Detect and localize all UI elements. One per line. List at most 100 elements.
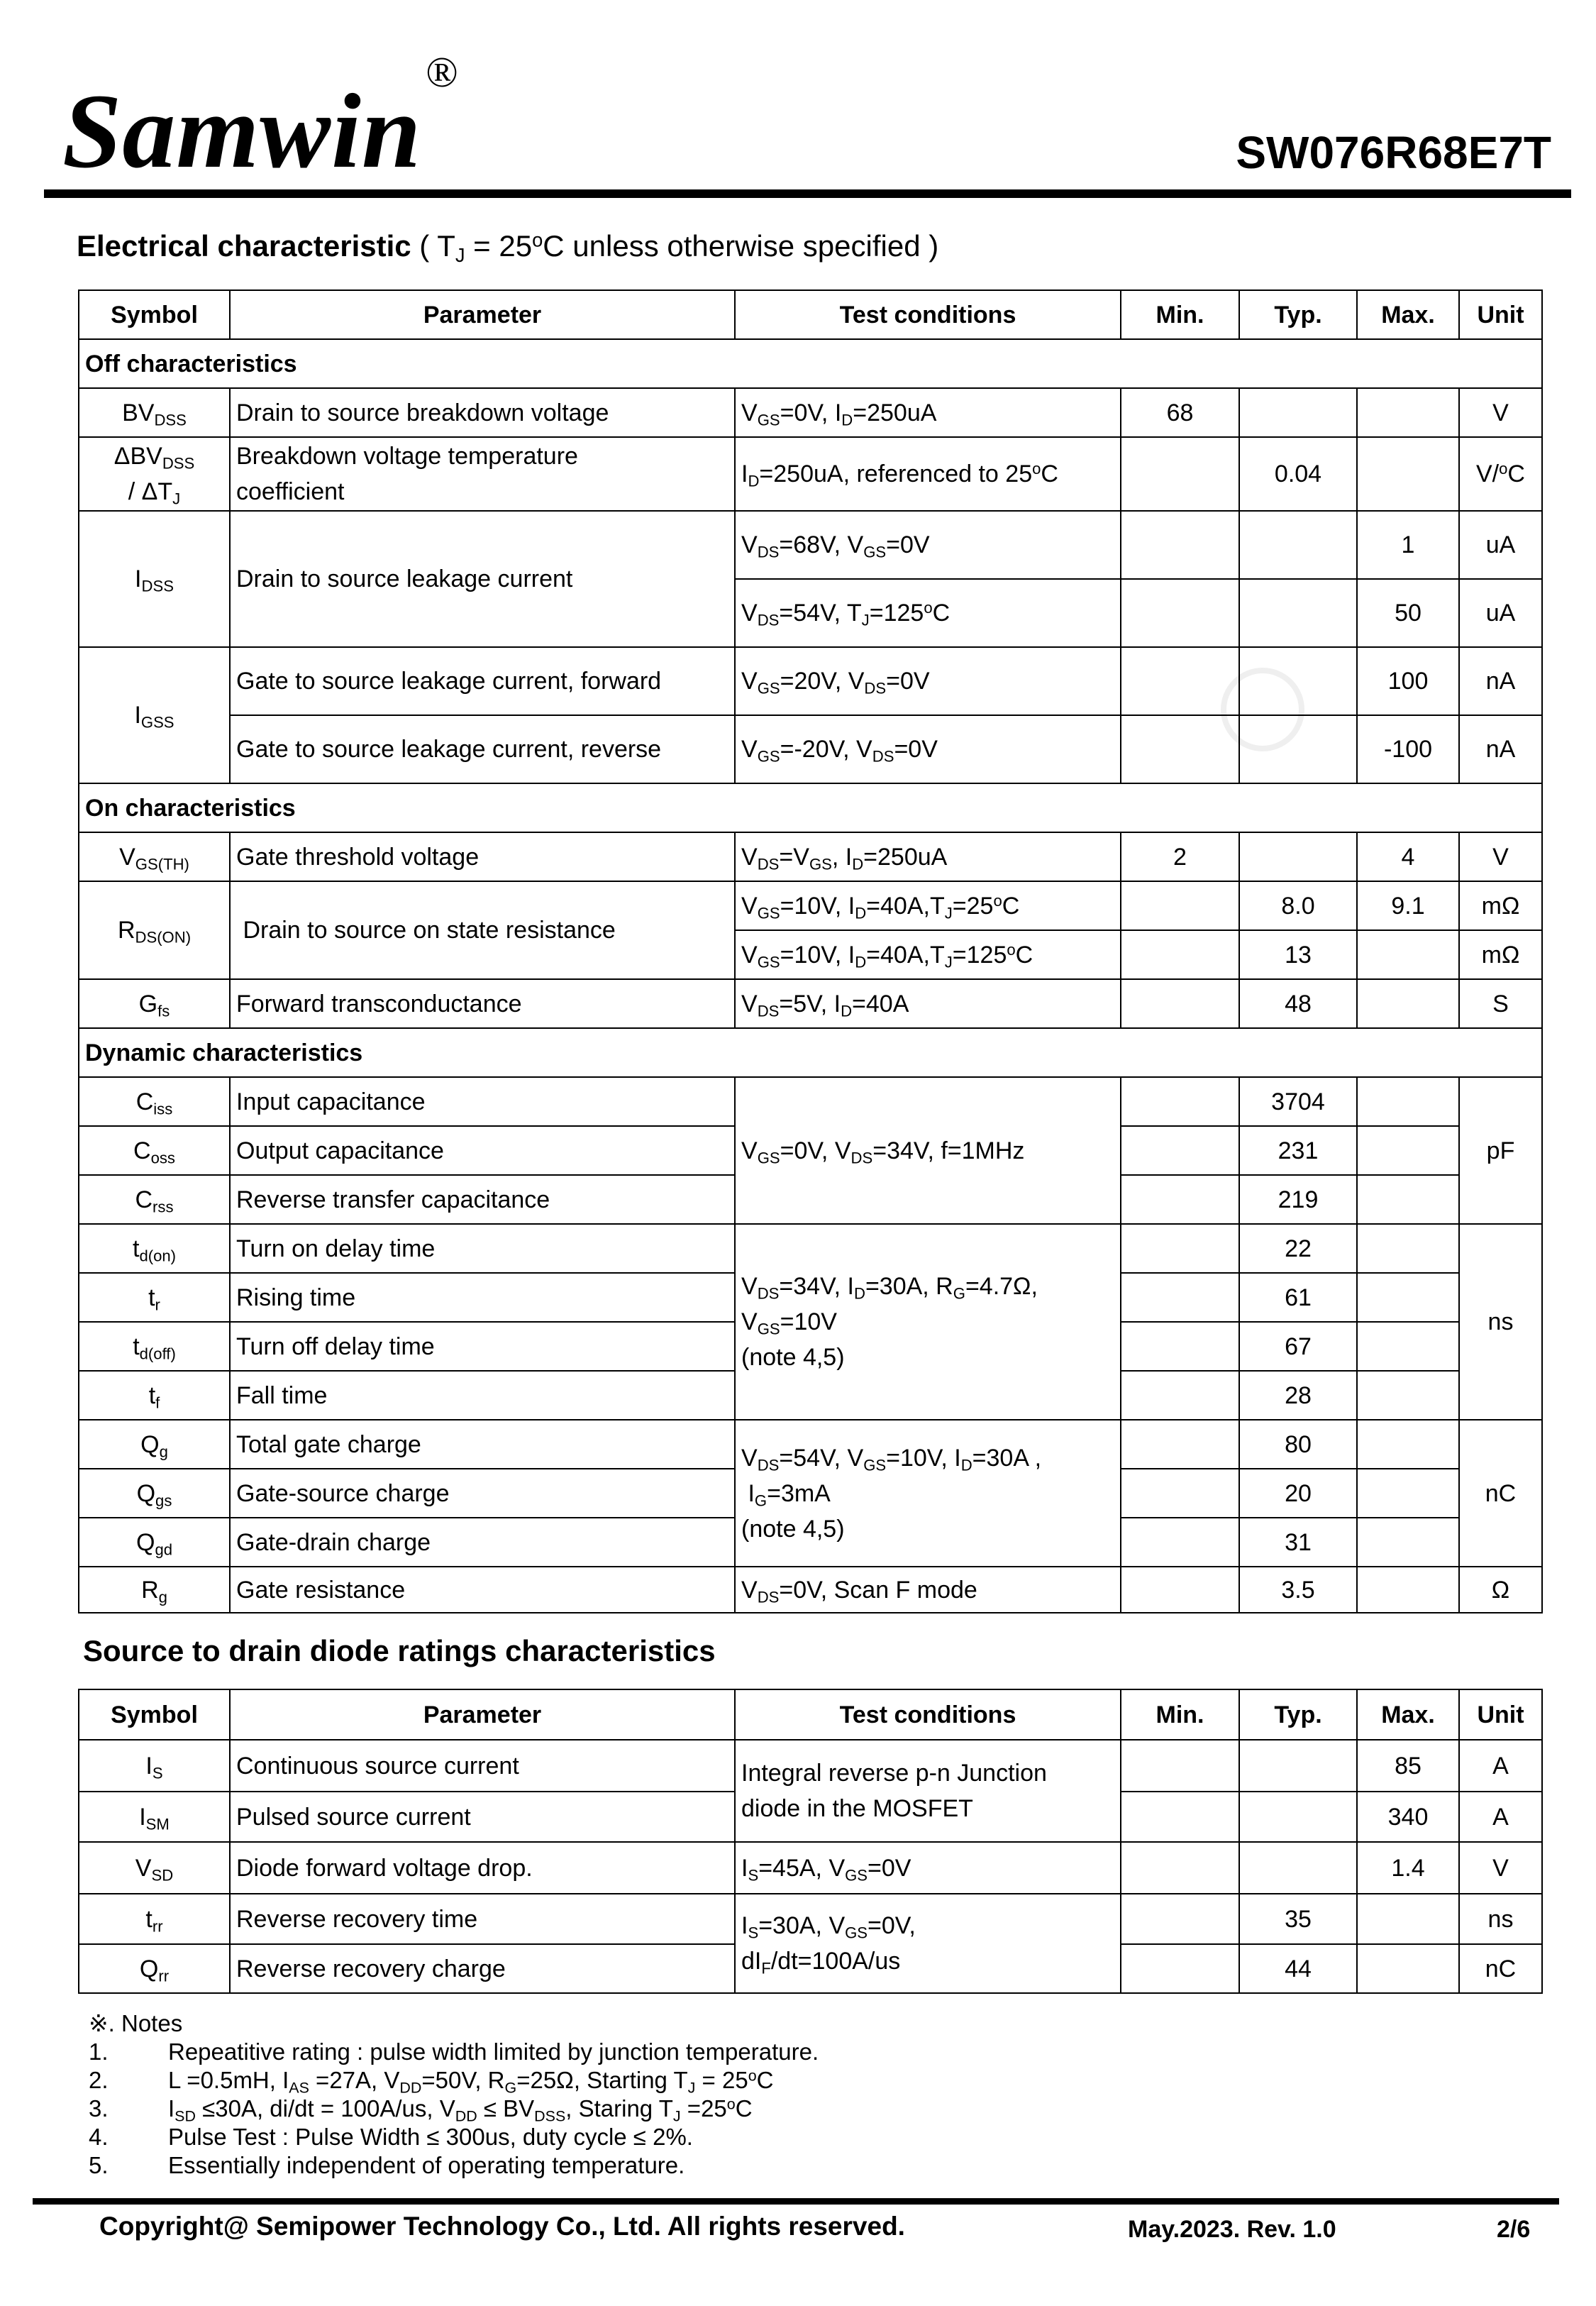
table-cell: 8.0 xyxy=(1238,881,1358,931)
table-cell: Diode forward voltage drop. xyxy=(229,1841,736,1894)
table-cell xyxy=(1120,1174,1240,1225)
table-row: Qrr Reverse recovery charge 44 nC xyxy=(78,1943,1543,1994)
table-cell: 22 xyxy=(1238,1223,1358,1274)
table-cell xyxy=(1356,1076,1460,1127)
table-row: Rg Gate resistance VDS=0V, Scan F mode 3.5 Ω xyxy=(78,1566,1543,1613)
symbol-cell: IGSS xyxy=(78,646,231,784)
section-row: Dynamic characteristics xyxy=(78,1027,1543,1078)
table-cell: 0.04 xyxy=(1238,436,1358,512)
table-cell: 2 xyxy=(1120,832,1240,882)
column-header: Symbol xyxy=(78,289,231,340)
symbol-cell: ΔBVDSS / ΔTJ xyxy=(78,436,231,512)
table-cell: VDS=68V, VGS=0V xyxy=(734,510,1121,580)
table-cell: Reverse recovery charge xyxy=(229,1943,736,1994)
section-label: Off characteristics xyxy=(78,338,1543,389)
column-header: Typ. xyxy=(1238,1689,1358,1740)
column-header: Unit xyxy=(1458,289,1543,340)
symbol-cell: Qg xyxy=(78,1419,231,1469)
table-cell xyxy=(1238,832,1358,882)
table-cell: VGS=10V, ID=40A,TJ=25oC xyxy=(734,881,1121,931)
table-cell: VDS=0V, Scan F mode xyxy=(734,1566,1121,1613)
table-cell xyxy=(1120,510,1240,580)
symbol-cell: Qrr xyxy=(78,1943,231,1994)
table-cell: pF xyxy=(1458,1076,1543,1225)
note-number: 2. xyxy=(89,2067,109,2093)
note-item: 3. ISD ≤30A, di/dt = 100A/us, VDD ≤ BVDSS… xyxy=(89,2095,1596,2124)
notes-heading: ※. Notes xyxy=(89,2010,183,2036)
table-cell: Rising time xyxy=(229,1272,736,1323)
table-cell: Drain to source leakage current xyxy=(229,510,736,648)
table-cell: 340 xyxy=(1356,1791,1460,1843)
table-cell xyxy=(1238,510,1358,580)
table-cell xyxy=(1238,1791,1358,1843)
table-cell: ns xyxy=(1458,1223,1543,1420)
table-row: VGS(TH) Gate threshold voltage VDS=VGS, ID… xyxy=(78,832,1543,882)
table-cell xyxy=(1356,436,1460,512)
table-cell: VGS=0V, ID=250uA xyxy=(734,387,1121,438)
table-cell xyxy=(1356,929,1460,980)
table-cell xyxy=(1356,387,1460,438)
table-cell: Gate to source leakage current, reverse xyxy=(229,715,736,784)
table-cell: Fall time xyxy=(229,1370,736,1420)
table-cell: Turn on delay time xyxy=(229,1223,736,1274)
table-cell: -100 xyxy=(1356,715,1460,784)
table-cell: V/oC xyxy=(1458,436,1543,512)
table-cell xyxy=(1356,1321,1460,1372)
symbol-cell: IDSS xyxy=(78,510,231,648)
copyright: Copyright@ Semipower Technology Co., Ltd… xyxy=(99,2212,905,2241)
table-cell xyxy=(1356,1370,1460,1420)
table-cell: VGS=-20V, VDS=0V xyxy=(734,715,1121,784)
table-cell: 20 xyxy=(1238,1468,1358,1518)
part-number: SW076R68E7T xyxy=(1236,127,1551,178)
table-cell: 80 xyxy=(1238,1419,1358,1469)
table-cell: mΩ xyxy=(1458,929,1543,980)
diode-section-title: Source to drain diode ratings characteri… xyxy=(83,1634,716,1667)
table-cell: nA xyxy=(1458,715,1543,784)
table-cell: 50 xyxy=(1356,578,1460,648)
column-header: Test conditions xyxy=(734,289,1121,340)
table-cell xyxy=(1120,1125,1240,1176)
table-row: Qgd Gate-drain charge 31 xyxy=(78,1517,1542,1567)
column-header: Min. xyxy=(1120,1689,1240,1740)
table-cell: Gate resistance xyxy=(229,1566,736,1613)
table-row: Crss Reverse transfer capacitance 219 xyxy=(78,1174,1542,1225)
table-cell: 219 xyxy=(1238,1174,1358,1225)
table-row: Qg Total gate charge VDS=54V, VGS=10V, ID=… xyxy=(78,1419,1543,1567)
logo-text: Samwin xyxy=(62,72,422,190)
samwin-logo: Samwin ® xyxy=(62,51,458,184)
header-row: Symbol Parameter Test conditions Min. Typ. Ma… xyxy=(78,289,1543,340)
section-row: Off characteristics xyxy=(78,338,1543,389)
table-cell: 48 xyxy=(1238,978,1358,1029)
table-cell: Gate threshold voltage xyxy=(229,832,736,882)
table-cell: Pulsed source current xyxy=(229,1791,736,1843)
header-divider xyxy=(44,189,1571,198)
table-cell xyxy=(1120,1223,1240,1274)
symbol-cell: IS xyxy=(78,1739,231,1792)
table-cell xyxy=(1120,1739,1240,1792)
diode-ratings-table: Symbol Parameter Test conditions Min. Typ. Ma… xyxy=(78,1689,1543,1994)
table-cell xyxy=(1120,646,1240,716)
table-cell xyxy=(1238,1739,1358,1792)
note-number: 4. xyxy=(89,2124,109,2150)
note-item: 4. Pulse Test : Pulse Width ≤ 300us, duty… xyxy=(89,2123,1596,2151)
table-cell: VDS=54V, VGS=10V, ID=30A , IG=3mA (note … xyxy=(734,1419,1121,1567)
table-cell: Total gate charge xyxy=(229,1419,736,1469)
section-label: On characteristics xyxy=(78,783,1543,833)
column-header: Unit xyxy=(1458,1689,1543,1740)
table-cell: Input capacitance xyxy=(229,1076,736,1127)
revision-date: May.2023. Rev. 1.0 xyxy=(1128,2216,1336,2243)
table-cell: Gate-source charge xyxy=(229,1468,736,1518)
note-text: Repeatitive rating : pulse width limited… xyxy=(168,2039,819,2065)
table-row: VGS=10V, ID=40A,TJ=125oC 13 mΩ xyxy=(79,929,1543,980)
notes: ※. Notes 1. Repeatitive rating : pulse wi… xyxy=(89,2009,1596,2180)
table-cell: V xyxy=(1458,1841,1543,1894)
table-cell: 3704 xyxy=(1238,1076,1358,1127)
table-row: Coss Output capacitance 231 xyxy=(78,1125,1542,1176)
table-cell xyxy=(1120,1791,1240,1843)
column-header: Max. xyxy=(1356,289,1460,340)
table-cell: 1.4 xyxy=(1356,1841,1460,1894)
column-header: Parameter xyxy=(229,289,736,340)
table-cell: IS=45A, VGS=0V xyxy=(734,1841,1121,1894)
table-cell: 28 xyxy=(1238,1370,1358,1420)
table-cell: VGS=20V, VDS=0V xyxy=(734,646,1121,716)
